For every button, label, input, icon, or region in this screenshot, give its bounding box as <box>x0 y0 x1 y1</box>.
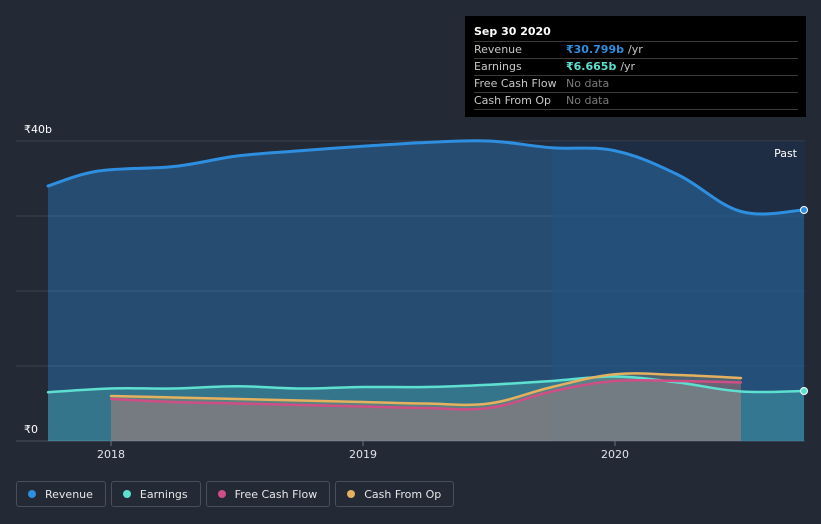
legend-label: Free Cash Flow <box>234 487 318 501</box>
tooltip-value: ₹30.799b <box>566 43 624 56</box>
y-axis-label-top: ₹40b <box>24 123 52 136</box>
legend-item-revenue[interactable]: Revenue <box>16 481 106 507</box>
tooltip-label: Free Cash Flow <box>474 77 557 90</box>
x-axis-ticks: 2018 2019 2020 <box>97 441 629 461</box>
series-lines <box>46 139 806 411</box>
legend-item-cash-from-op[interactable]: Cash From Op <box>335 481 455 507</box>
legend-dot-icon <box>28 490 36 498</box>
tooltip-value: ₹6.665b <box>566 60 617 73</box>
tooltip-row-free-cash-flow: Free Cash Flow No data <box>474 75 798 92</box>
legend-label: Earnings <box>139 487 188 501</box>
area-free-cash-flow <box>111 380 741 441</box>
series-end-markers <box>800 206 808 396</box>
tooltip-label: Earnings <box>474 60 522 73</box>
tooltip-row-cash-from-op: Cash From Op No data <box>474 92 798 110</box>
legend-dot-icon <box>347 490 356 498</box>
legend-label: Revenue <box>45 487 93 501</box>
legend-item-earnings[interactable]: Earnings <box>110 481 201 507</box>
area-revenue <box>48 140 804 441</box>
tooltip-nodata: No data <box>566 94 610 107</box>
tooltip-nodata: No data <box>566 77 610 90</box>
tooltip-row-earnings: Earnings ₹6.665b /yr <box>474 58 798 75</box>
x-tick-label: 2018 <box>97 448 125 461</box>
line-free-cash-flow <box>109 378 743 411</box>
x-tick-label: 2020 <box>601 448 629 461</box>
end-marker-earnings <box>800 387 808 396</box>
tooltip-date: Sep 30 2020 <box>474 25 551 38</box>
legend-label: Cash From Op <box>364 487 442 501</box>
legend-dot-icon <box>217 490 226 498</box>
y-axis-label-bottom: ₹0 <box>24 423 38 436</box>
past-label: Past <box>774 147 798 160</box>
tooltip-unit: /yr <box>620 60 636 73</box>
legend-dot-icon <box>122 490 131 498</box>
line-cash-from-op <box>109 372 743 407</box>
legend-item-free-cash-flow[interactable]: Free Cash Flow <box>205 481 331 507</box>
end-marker-revenue <box>800 206 808 214</box>
tooltip-label: Cash From Op <box>474 94 552 107</box>
tooltip-unit: /yr <box>627 43 643 56</box>
tooltip-label: Revenue <box>474 43 522 56</box>
line-earnings <box>46 375 806 394</box>
x-tick-label: 2019 <box>349 448 377 461</box>
tooltip-row-revenue: Revenue ₹30.799b /yr <box>474 41 798 58</box>
data-tooltip: Sep 30 2020 Revenue ₹30.799b /yr Earning… <box>465 16 806 117</box>
line-revenue <box>46 139 806 216</box>
chart-legend: Revenue Earnings Free Cash Flow Cash Fro… <box>16 481 459 507</box>
